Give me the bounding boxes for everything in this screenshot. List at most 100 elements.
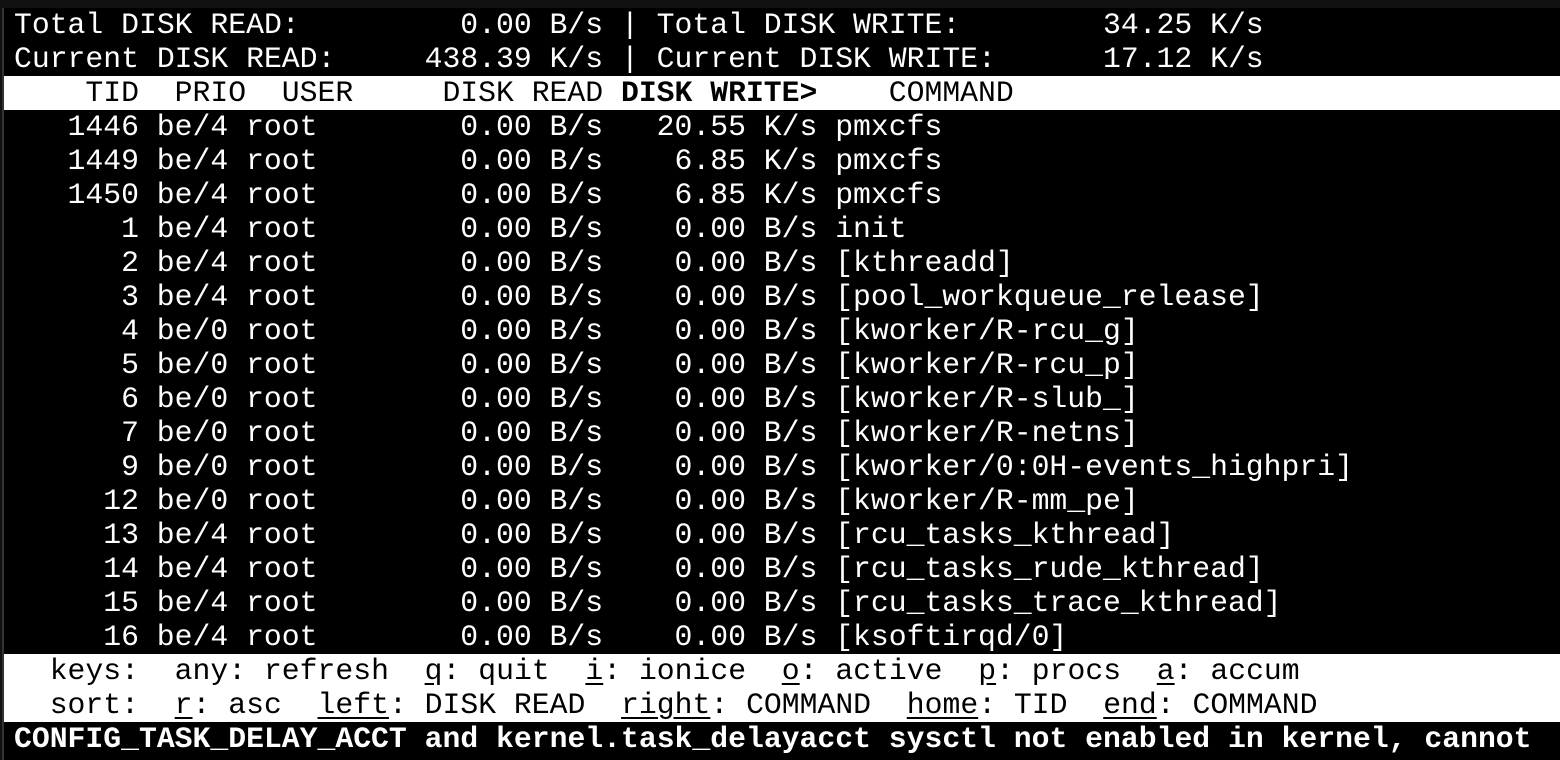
- column-disk-read[interactable]: DISK READ: [442, 76, 604, 110]
- user-cell: root: [246, 552, 318, 586]
- column-tid[interactable]: TID: [85, 76, 139, 110]
- write-cell: 0.00 B/s: [674, 348, 818, 382]
- process-row[interactable]: 16 be/4 root 0.00 B/s 0.00 B/s [ksoftirqd/0]: [4, 620, 1560, 654]
- process-row[interactable]: 6 be/0 root 0.00 B/s 0.00 B/s [kworker/R-slub…: [4, 382, 1560, 416]
- keys-key[interactable]: p: [978, 654, 997, 688]
- command-cell: [rcu_tasks_rude_kthread]: [835, 552, 1264, 586]
- process-row[interactable]: 1450 be/4 root 0.00 B/s 6.85 K/s pmxcfs: [4, 178, 1560, 212]
- user-cell: root: [246, 348, 318, 382]
- prio-cell: be/0: [156, 314, 229, 348]
- prio-cell: be/4: [156, 110, 229, 144]
- tid-cell: 1: [121, 212, 139, 246]
- total-write-value: 34.25 K/s: [1102, 8, 1264, 42]
- process-row[interactable]: 1449 be/4 root 0.00 B/s 6.85 K/s pmxcfs: [4, 144, 1560, 178]
- column-command[interactable]: COMMAND: [888, 76, 1014, 110]
- prio-cell: be/4: [156, 246, 229, 280]
- write-cell: 0.00 B/s: [674, 416, 818, 450]
- keys-key[interactable]: q: [424, 654, 443, 688]
- keys-key[interactable]: o: [781, 654, 800, 688]
- tid-cell: 1449: [67, 144, 139, 178]
- sort-label: sort:: [49, 688, 139, 722]
- read-cell: 0.00 B/s: [460, 314, 604, 348]
- write-cell: 0.00 B/s: [674, 246, 818, 280]
- sort-key-description: COMMAND: [746, 688, 872, 722]
- process-row[interactable]: 4 be/0 root 0.00 B/s 0.00 B/s [kworker/R-rcu_…: [4, 314, 1560, 348]
- tid-cell: 7: [121, 416, 139, 450]
- sort-key[interactable]: end: [1103, 688, 1157, 722]
- process-row[interactable]: 1 be/4 root 0.00 B/s 0.00 B/s init: [4, 212, 1560, 246]
- separator: |: [620, 42, 639, 76]
- column-disk-write[interactable]: DISK WRITE>: [620, 76, 818, 110]
- process-row[interactable]: 12 be/0 root 0.00 B/s 0.00 B/s [kworker/R-mm_…: [4, 484, 1560, 518]
- sort-key[interactable]: right: [621, 688, 711, 722]
- tid-cell: 1450: [67, 178, 139, 212]
- read-cell: 0.00 B/s: [460, 110, 604, 144]
- process-row[interactable]: 14 be/4 root 0.00 B/s 0.00 B/s [rcu_tasks_rud…: [4, 552, 1560, 586]
- process-row[interactable]: 13 be/4 root 0.00 B/s 0.00 B/s [rcu_tasks_kth…: [4, 518, 1560, 552]
- sort-key[interactable]: left: [317, 688, 389, 722]
- user-cell: root: [246, 110, 318, 144]
- write-cell: 20.55 K/s: [656, 110, 818, 144]
- tid-cell: 5: [121, 348, 139, 382]
- user-cell: root: [246, 586, 318, 620]
- prio-cell: be/0: [156, 450, 229, 484]
- user-cell: root: [246, 178, 318, 212]
- user-cell: root: [246, 450, 318, 484]
- read-cell: 0.00 B/s: [460, 484, 604, 518]
- process-list: 1446 be/4 root 0.00 B/s 20.55 K/s pmxcfs 1449 b…: [4, 110, 1560, 654]
- prio-cell: be/0: [156, 484, 229, 518]
- tid-cell: 13: [103, 518, 139, 552]
- current-read-label: Current DISK READ:: [14, 42, 336, 76]
- keys-key[interactable]: i: [585, 654, 604, 688]
- summary-current: Current DISK READ: 438.39 K/s | Current DIS…: [4, 42, 1560, 76]
- tid-cell: 4: [121, 314, 139, 348]
- process-row[interactable]: 3 be/4 root 0.00 B/s 0.00 B/s [pool_workqueue…: [4, 280, 1560, 314]
- write-cell: 0.00 B/s: [674, 314, 818, 348]
- read-cell: 0.00 B/s: [460, 552, 604, 586]
- read-cell: 0.00 B/s: [460, 212, 604, 246]
- tid-cell: 16: [103, 620, 139, 654]
- command-cell: [kworker/R-mm_pe]: [835, 484, 1139, 518]
- prio-cell: be/4: [156, 178, 229, 212]
- prio-cell: be/4: [156, 144, 229, 178]
- command-cell: pmxcfs: [835, 178, 943, 212]
- column-header: TID PRIO USER DISK READ DISK WRITE> COMMAND: [4, 76, 1560, 110]
- command-cell: [pool_workqueue_release]: [835, 280, 1264, 314]
- process-row[interactable]: 15 be/4 root 0.00 B/s 0.00 B/s [rcu_tasks_tra…: [4, 586, 1560, 620]
- process-row[interactable]: 5 be/0 root 0.00 B/s 0.00 B/s [kworker/R-rcu_…: [4, 348, 1560, 382]
- read-cell: 0.00 B/s: [460, 246, 604, 280]
- read-cell: 0.00 B/s: [460, 518, 604, 552]
- command-cell: [kworker/R-rcu_p]: [835, 348, 1139, 382]
- read-cell: 0.00 B/s: [460, 586, 604, 620]
- command-cell: pmxcfs: [835, 144, 943, 178]
- sort-key[interactable]: r: [174, 688, 193, 722]
- iotop-terminal[interactable]: Total DISK READ: 0.00 B/s | Total DISK WRIT…: [2, 8, 1560, 760]
- read-cell: 0.00 B/s: [460, 348, 604, 382]
- tid-cell: 9: [121, 450, 139, 484]
- prio-cell: be/0: [156, 348, 229, 382]
- tid-cell: 2: [121, 246, 139, 280]
- user-cell: root: [246, 212, 318, 246]
- process-row[interactable]: 7 be/0 root 0.00 B/s 0.00 B/s [kworker/R-netn…: [4, 416, 1560, 450]
- keys-label: keys:: [49, 654, 139, 688]
- sort-key-description: asc: [228, 688, 282, 722]
- write-cell: 6.85 K/s: [674, 178, 818, 212]
- process-row[interactable]: 2 be/4 root 0.00 B/s 0.00 B/s [kthreadd]: [4, 246, 1560, 280]
- user-cell: root: [246, 246, 318, 280]
- command-cell: pmxcfs: [835, 110, 943, 144]
- sort-key[interactable]: home: [906, 688, 979, 722]
- write-cell: 0.00 B/s: [674, 518, 818, 552]
- write-cell: 0.00 B/s: [674, 586, 818, 620]
- command-cell: [kworker/R-slub_]: [835, 382, 1139, 416]
- keys-key[interactable]: any: [174, 654, 229, 688]
- summary-total: Total DISK READ: 0.00 B/s | Total DISK WRIT…: [4, 8, 1560, 42]
- user-cell: root: [246, 416, 318, 450]
- sort-key-description: TID: [1013, 688, 1068, 722]
- keys-key[interactable]: a: [1156, 654, 1175, 688]
- column-prio[interactable]: PRIO: [174, 76, 247, 110]
- column-user[interactable]: USER: [281, 76, 354, 110]
- process-row[interactable]: 1446 be/4 root 0.00 B/s 20.55 K/s pmxcfs: [4, 110, 1560, 144]
- process-row[interactable]: 9 be/0 root 0.00 B/s 0.00 B/s [kworker/0:0H-e…: [4, 450, 1560, 484]
- sort-key-description: DISK READ: [424, 688, 586, 722]
- user-cell: root: [246, 518, 318, 552]
